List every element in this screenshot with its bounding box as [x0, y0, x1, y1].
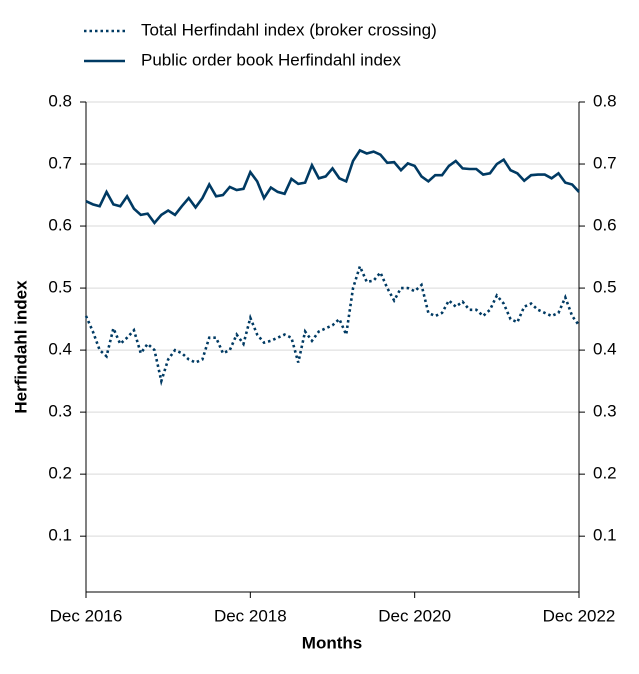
y2-tick-label: 0.2 [593, 464, 617, 483]
y2-tick-label: 0.4 [593, 340, 617, 359]
y-tick-label: 0.4 [48, 340, 72, 359]
y-tick-label: 0.2 [48, 464, 72, 483]
y-tick-label: 0.7 [48, 154, 72, 173]
x-axis-title: Months [302, 633, 362, 652]
x-tick-label: Dec 2018 [214, 606, 287, 625]
y-axis-title: Herfindahl index [11, 280, 30, 414]
y-tick-label: 0.1 [48, 526, 72, 545]
x-tick-label: Dec 2020 [378, 606, 451, 625]
y2-tick-label: 0.3 [593, 402, 617, 421]
y2-tick-label: 0.5 [593, 278, 617, 297]
line-series [85, 148, 580, 226]
y-tick-label: 0.8 [48, 91, 72, 110]
x-tick-label: Dec 2016 [50, 606, 123, 625]
y-tick-label: 0.6 [48, 216, 72, 235]
y-tick-label: 0.3 [48, 402, 72, 421]
y2-tick-label: 0.1 [593, 526, 617, 545]
x-tick-label: Dec 2022 [543, 606, 616, 625]
y2-tick-label: 0.7 [593, 154, 617, 173]
y2-tick-label: 0.8 [593, 91, 617, 110]
line-series [84, 262, 581, 387]
legend-label: Public order book Herfindahl index [141, 50, 401, 69]
y-tick-label: 0.5 [48, 278, 72, 297]
legend-label: Total Herfindahl index (broker crossing) [141, 20, 437, 39]
y2-tick-label: 0.6 [593, 216, 617, 235]
